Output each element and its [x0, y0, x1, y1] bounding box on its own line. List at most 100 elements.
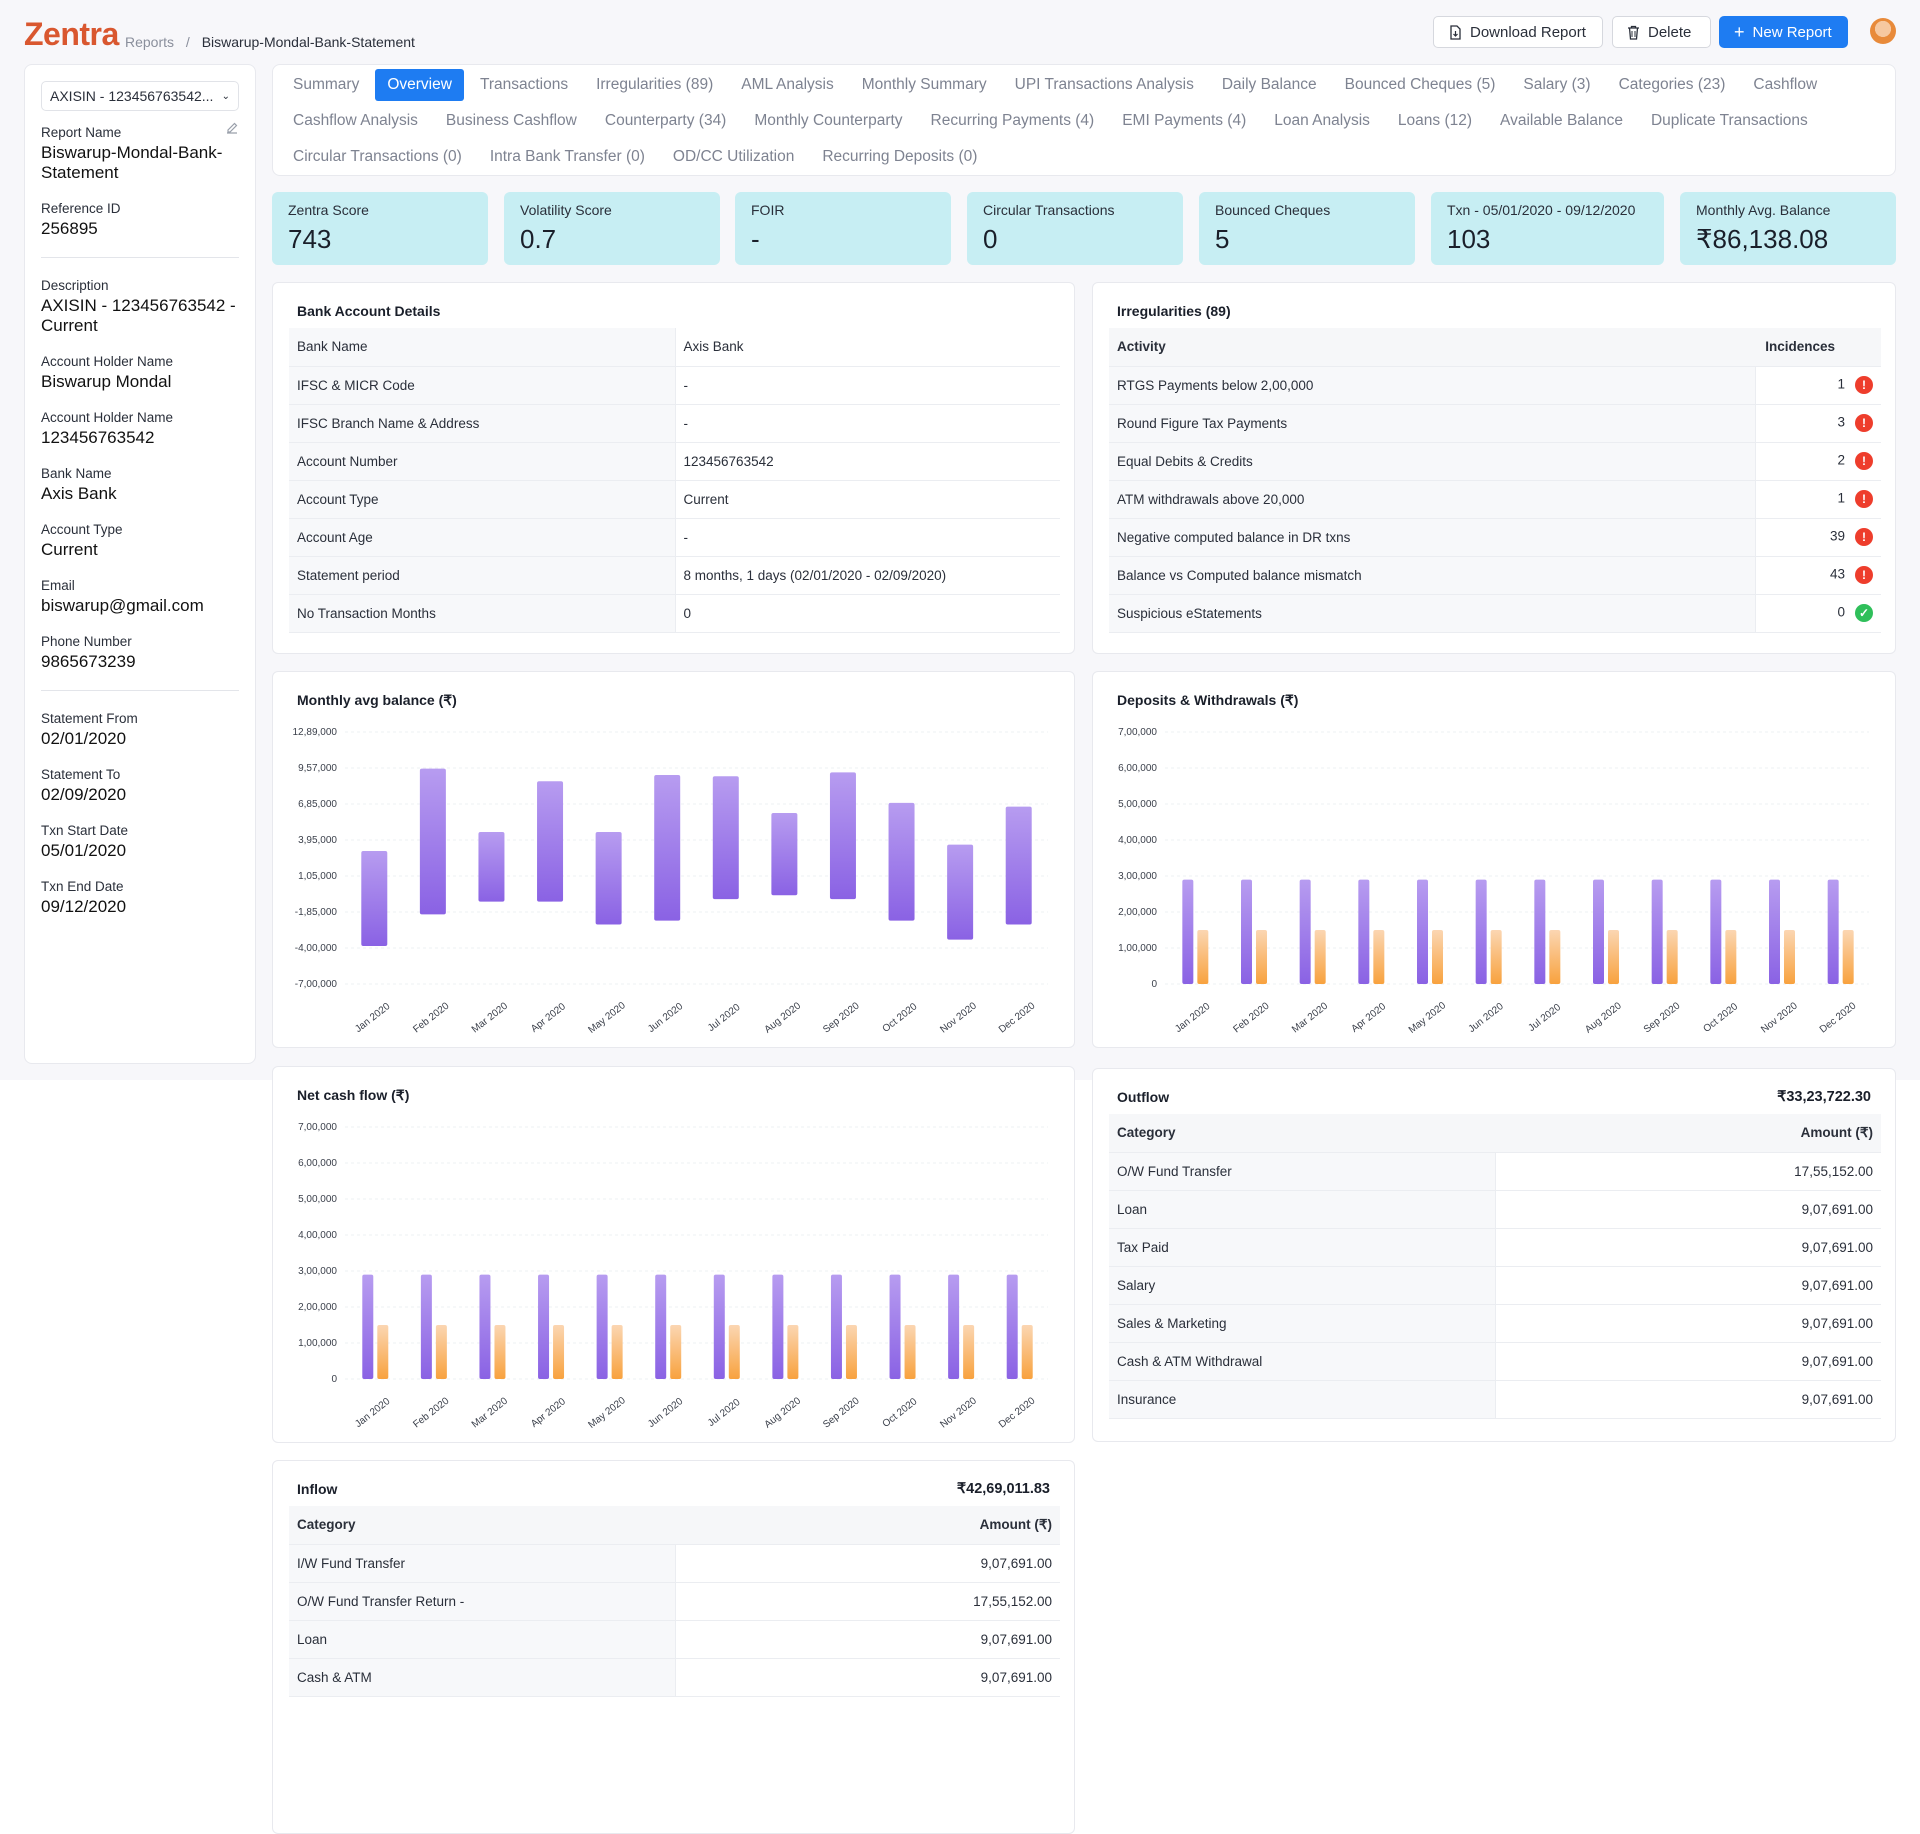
bar-deposit[interactable] [772, 1274, 784, 1379]
bar-withdrawal[interactable] [1784, 930, 1795, 984]
bar-deposit[interactable] [830, 1274, 842, 1379]
bar-deposit[interactable] [948, 1274, 960, 1379]
bar-withdrawal[interactable] [1373, 930, 1385, 984]
tab-loan-analysis[interactable]: Loan Analysis [1274, 112, 1370, 129]
tab-salary-3[interactable]: Salary (3) [1523, 76, 1591, 93]
tab-summary[interactable]: Summary [293, 76, 360, 93]
bar-withdrawal[interactable] [787, 1325, 799, 1379]
breadcrumb-root[interactable]: Reports [125, 34, 175, 50]
bar-withdrawal[interactable] [670, 1325, 682, 1379]
bar-withdrawal[interactable] [1256, 930, 1267, 984]
bar[interactable] [478, 831, 505, 902]
bar-withdrawal[interactable] [1842, 930, 1854, 984]
tab-monthly-counterparty[interactable]: Monthly Counterparty [754, 112, 903, 129]
bar-deposit[interactable] [1769, 879, 1780, 984]
bar-withdrawal[interactable] [1314, 930, 1326, 984]
bar-withdrawal[interactable] [494, 1325, 506, 1379]
table-row[interactable]: Equal Debits & Credits 2! [1109, 442, 1881, 481]
tab-daily-balance[interactable]: Daily Balance [1221, 76, 1317, 93]
bar-deposit[interactable] [420, 1274, 432, 1379]
bar-withdrawal[interactable] [1549, 930, 1561, 984]
bar-withdrawal[interactable] [845, 1325, 857, 1379]
tab-circular-transactions-0[interactable]: Circular Transactions (0) [293, 148, 462, 165]
tab-business-cashflow[interactable]: Business Cashflow [445, 112, 577, 129]
bar-deposit[interactable] [479, 1274, 491, 1379]
tab-aml-analysis[interactable]: AML Analysis [741, 76, 834, 93]
tab-available-balance[interactable]: Available Balance [1500, 112, 1623, 129]
bar[interactable] [361, 850, 388, 946]
bar[interactable] [419, 768, 446, 915]
bar-deposit[interactable] [1006, 1274, 1018, 1379]
table-row[interactable]: Suspicious eStatements 0 ✓ [1109, 594, 1881, 633]
bar-deposit[interactable] [1475, 879, 1487, 984]
bar-withdrawal[interactable] [904, 1325, 916, 1379]
tab-recurring-payments-4[interactable]: Recurring Payments (4) [930, 112, 1095, 129]
bar[interactable] [595, 831, 622, 925]
tab-recurring-deposits-0[interactable]: Recurring Deposits (0) [822, 148, 978, 165]
bar-deposit[interactable] [1827, 879, 1839, 984]
tab-duplicate-transactions[interactable]: Duplicate Transactions [1650, 112, 1808, 129]
bar-deposit[interactable] [1534, 879, 1546, 984]
bar-withdrawal[interactable] [1608, 930, 1619, 984]
bar-withdrawal[interactable] [1021, 1325, 1033, 1379]
tab-transactions[interactable]: Transactions [479, 76, 569, 93]
bar-deposit[interactable] [1358, 879, 1370, 984]
tab-cashflow[interactable]: Cashflow [1753, 76, 1818, 93]
bar-deposit[interactable] [596, 1274, 608, 1379]
bar-deposit[interactable] [1299, 879, 1311, 984]
bar[interactable] [829, 772, 856, 900]
tab-loans-12[interactable]: Loans (12) [1397, 112, 1473, 129]
table-row[interactable]: Negative computed balance in DR txns 39! [1109, 518, 1881, 557]
bar-withdrawal[interactable] [377, 1325, 389, 1379]
bar-deposit[interactable] [1710, 879, 1722, 984]
bar-withdrawal[interactable] [1725, 930, 1737, 984]
tab-emi-payments-4[interactable]: EMI Payments (4) [1122, 112, 1247, 129]
bar[interactable] [888, 802, 915, 921]
bar-deposit[interactable] [1651, 879, 1663, 984]
edit-icon[interactable] [225, 121, 239, 135]
tab-intra-bank-transfer-0[interactable]: Intra Bank Transfer (0) [489, 148, 645, 165]
tab-categories-23[interactable]: Categories (23) [1618, 76, 1726, 93]
tab-upi-transactions-analysis[interactable]: UPI Transactions Analysis [1014, 76, 1194, 93]
table-row[interactable]: Balance vs Computed balance mismatch 43! [1109, 556, 1881, 595]
table-row[interactable]: Round Figure Tax Payments 3! [1109, 404, 1881, 443]
bar-deposit[interactable] [1182, 879, 1194, 984]
bar[interactable] [712, 776, 739, 900]
bar[interactable] [537, 781, 564, 902]
bar-deposit[interactable] [713, 1274, 725, 1379]
bar-withdrawal[interactable] [553, 1325, 565, 1379]
bar-withdrawal[interactable] [1490, 930, 1502, 984]
bar-deposit[interactable] [889, 1274, 901, 1379]
bar-deposit[interactable] [1593, 879, 1604, 984]
table-row[interactable]: RTGS Payments below 2,00,000 1! [1109, 366, 1881, 405]
bar-deposit[interactable] [362, 1274, 374, 1379]
download-report-button[interactable]: Download Report [1433, 16, 1603, 48]
bar-withdrawal[interactable] [611, 1325, 623, 1379]
table-row[interactable]: ATM withdrawals above 20,000 1! [1109, 480, 1881, 519]
tab-bounced-cheques-5[interactable]: Bounced Cheques (5) [1344, 76, 1496, 93]
tab-irregularities-89[interactable]: Irregularities (89) [596, 76, 714, 93]
bar-withdrawal[interactable] [963, 1325, 975, 1379]
bar-withdrawal[interactable] [1432, 930, 1443, 984]
tab-cashflow-analysis[interactable]: Cashflow Analysis [293, 112, 418, 129]
bar[interactable] [771, 812, 798, 896]
bar-deposit[interactable] [1241, 879, 1252, 984]
account-select[interactable]: AXISIN - 123456763542... ⌄ [41, 81, 239, 111]
logo[interactable]: Zentra [24, 16, 119, 52]
bar[interactable] [654, 774, 681, 921]
tab-counterparty-34[interactable]: Counterparty (34) [604, 112, 727, 129]
bar-deposit[interactable] [1417, 879, 1428, 984]
bar-withdrawal[interactable] [435, 1325, 447, 1379]
bar[interactable] [947, 844, 974, 940]
tab-overview[interactable]: Overview [375, 69, 464, 101]
bar-deposit[interactable] [538, 1274, 550, 1379]
tab-od-cc-utilization[interactable]: OD/CC Utilization [672, 148, 795, 165]
bar-deposit[interactable] [655, 1274, 667, 1379]
new-report-button[interactable]: + New Report [1719, 16, 1848, 48]
avatar[interactable] [1870, 18, 1896, 44]
bar-withdrawal[interactable] [728, 1325, 740, 1379]
bar-withdrawal[interactable] [1197, 930, 1209, 984]
bar[interactable] [1005, 806, 1032, 925]
bar-withdrawal[interactable] [1666, 930, 1678, 984]
delete-button[interactable]: Delete [1612, 16, 1711, 48]
